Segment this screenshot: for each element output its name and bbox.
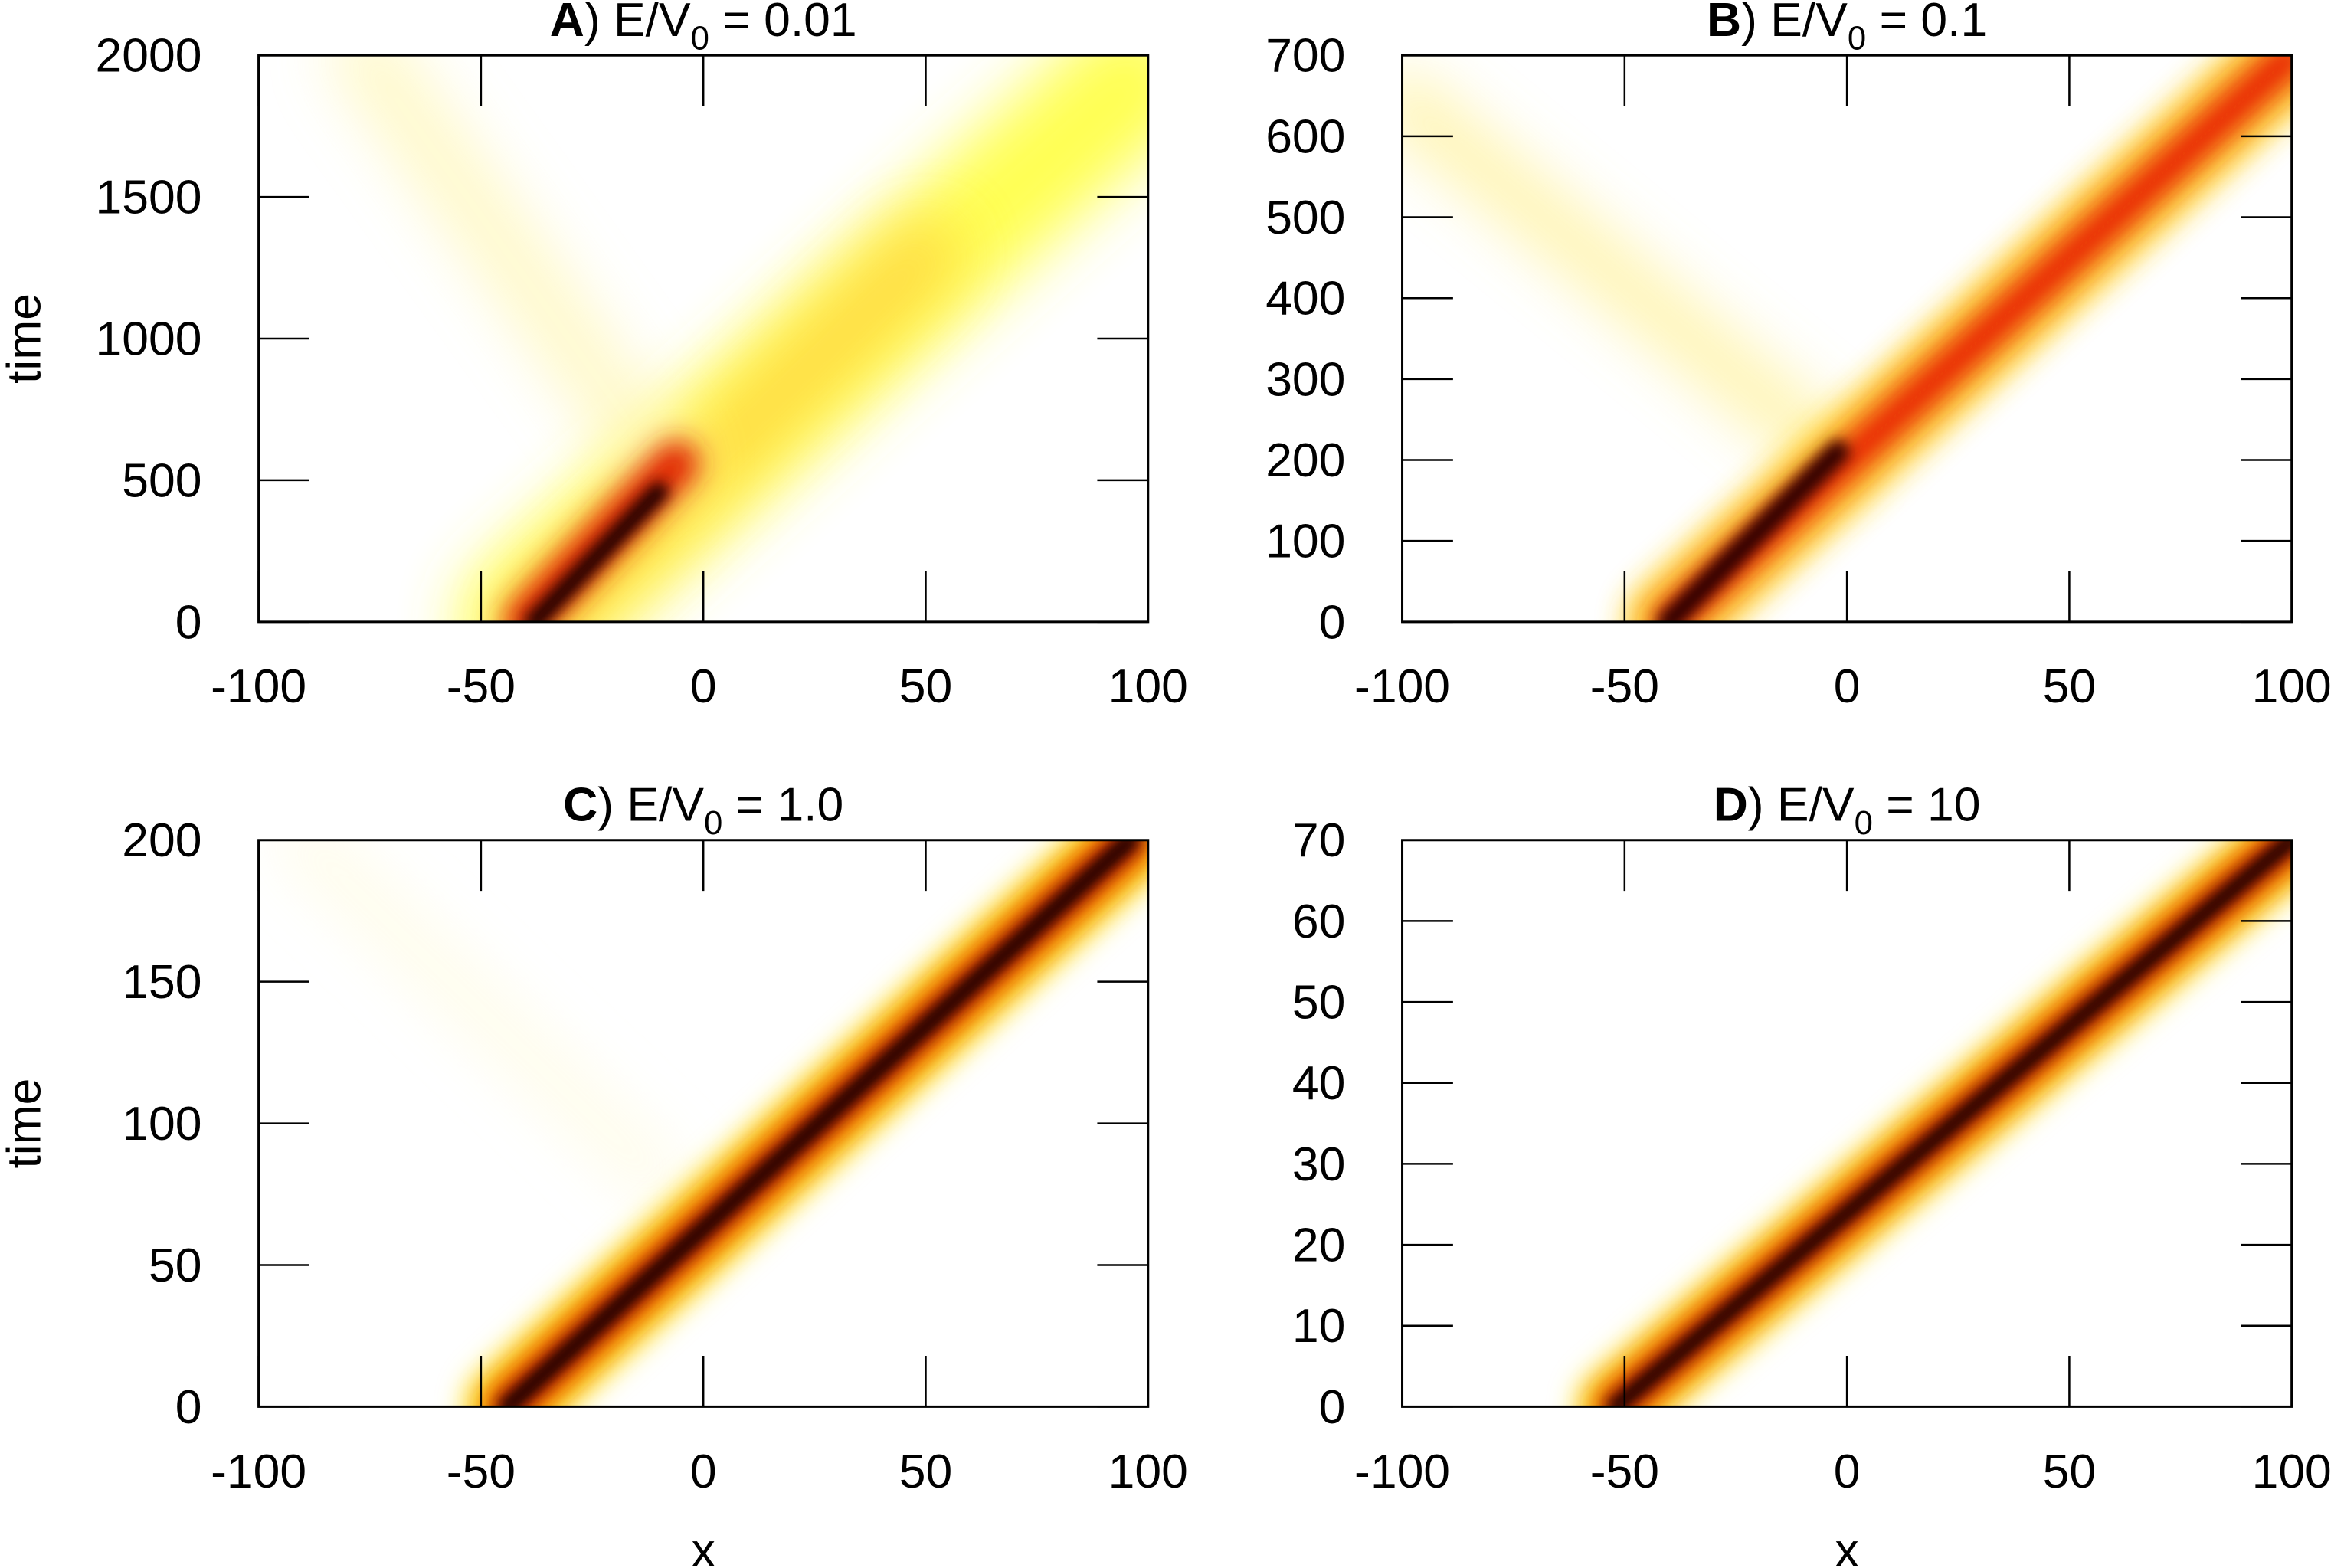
y-axis-label: time xyxy=(0,293,51,384)
y-tick-label: 200 xyxy=(1265,434,1345,487)
y-tick-label: 0 xyxy=(175,595,202,649)
title-text: ) E/V xyxy=(584,0,691,47)
panel-title: B) E/V0 = 0.1 xyxy=(1707,0,1987,57)
y-tick-label: 60 xyxy=(1292,895,1345,948)
x-tick-label: -100 xyxy=(211,660,306,713)
heatmap-streak xyxy=(1657,440,1850,622)
title-value: = 0.01 xyxy=(709,0,857,47)
title-value: = 1.0 xyxy=(722,777,843,831)
x-tick-label: 100 xyxy=(2252,660,2332,713)
heatmap-streak xyxy=(1606,840,2292,1407)
title-letter: C xyxy=(563,777,597,831)
x-tick-label: 100 xyxy=(1108,1445,1188,1498)
title-text: ) E/V xyxy=(1741,0,1848,47)
y-tick-label: 700 xyxy=(1265,29,1345,83)
title-text: ) E/V xyxy=(597,777,704,831)
x-tick-label: 0 xyxy=(690,660,717,713)
x-tick-label: -50 xyxy=(447,1445,516,1498)
y-tick-label: 300 xyxy=(1265,352,1345,406)
x-tick-label: 0 xyxy=(690,1445,717,1498)
x-tick-label: -100 xyxy=(1354,1445,1450,1498)
title-letter: B xyxy=(1707,0,1741,47)
y-tick-label: 500 xyxy=(1265,191,1345,244)
title-subscript: 0 xyxy=(704,804,722,842)
x-tick-label: 50 xyxy=(899,660,952,713)
y-axis-label: time xyxy=(0,1079,51,1169)
x-tick-label: -50 xyxy=(1590,1445,1659,1498)
title-subscript: 0 xyxy=(1855,804,1873,842)
y-tick-label: 150 xyxy=(122,955,201,1009)
x-tick-label: -100 xyxy=(211,1445,306,1498)
panel-title: C) E/V0 = 1.0 xyxy=(563,777,843,842)
y-tick-label: 600 xyxy=(1265,110,1345,163)
title-letter: D xyxy=(1714,777,1748,831)
heatmap xyxy=(258,55,1148,622)
y-tick-label: 100 xyxy=(122,1097,201,1151)
heatmap-streak xyxy=(280,840,683,1203)
heatmap xyxy=(1402,55,2292,622)
title-subscript: 0 xyxy=(691,19,709,57)
heatmap xyxy=(1402,840,2292,1407)
y-tick-label: 1000 xyxy=(96,312,202,365)
x-tick-label: 100 xyxy=(1108,660,1188,713)
x-tick-label: 50 xyxy=(899,1445,952,1498)
y-tick-label: 500 xyxy=(122,453,201,507)
x-tick-label: -100 xyxy=(1354,660,1450,713)
y-tick-label: 400 xyxy=(1265,272,1345,326)
heatmap xyxy=(258,840,1148,1407)
x-tick-label: 0 xyxy=(1834,1445,1861,1498)
title-letter: A xyxy=(550,0,584,47)
x-axis-label: x xyxy=(1835,1524,1859,1568)
heatmap-streak xyxy=(524,481,669,622)
x-axis-label: x xyxy=(692,1524,715,1568)
y-tick-label: 0 xyxy=(1319,595,1346,649)
x-tick-label: 50 xyxy=(2043,1445,2096,1498)
x-tick-label: 100 xyxy=(2252,1445,2332,1498)
y-tick-label: 50 xyxy=(149,1239,201,1292)
x-tick-label: 50 xyxy=(2043,660,2096,713)
y-tick-label: 2000 xyxy=(96,29,202,83)
x-tick-label: -50 xyxy=(447,660,516,713)
panel: -100 -50 0 50 100 0 100 200 300 400 500 600 700 B) E/… xyxy=(1265,0,2332,713)
y-tick-label: 20 xyxy=(1292,1219,1345,1272)
panel-title: A) E/V0 = 0.01 xyxy=(550,0,857,57)
heatmap-streak xyxy=(330,55,694,498)
y-tick-label: 1500 xyxy=(96,171,202,224)
panel-title: D) E/V0 = 10 xyxy=(1714,777,1981,842)
title-value: = 10 xyxy=(1873,777,1981,831)
y-tick-label: 0 xyxy=(1319,1380,1346,1434)
y-tick-label: 40 xyxy=(1292,1056,1345,1110)
title-subscript: 0 xyxy=(1848,19,1866,57)
x-tick-label: -50 xyxy=(1590,660,1659,713)
y-tick-label: 100 xyxy=(1265,515,1345,568)
heatmap-streak xyxy=(1402,74,1856,479)
y-tick-label: 0 xyxy=(175,1380,202,1434)
heatmap-streak xyxy=(497,840,1141,1407)
y-tick-label: 10 xyxy=(1292,1299,1345,1353)
y-tick-label: 200 xyxy=(122,813,201,867)
y-tick-label: 30 xyxy=(1292,1138,1345,1191)
title-text: ) E/V xyxy=(1748,777,1855,831)
title-value: = 0.1 xyxy=(1866,0,1987,47)
x-tick-label: 0 xyxy=(1834,660,1861,713)
y-tick-label: 50 xyxy=(1292,976,1345,1030)
y-tick-label: 70 xyxy=(1292,813,1345,867)
